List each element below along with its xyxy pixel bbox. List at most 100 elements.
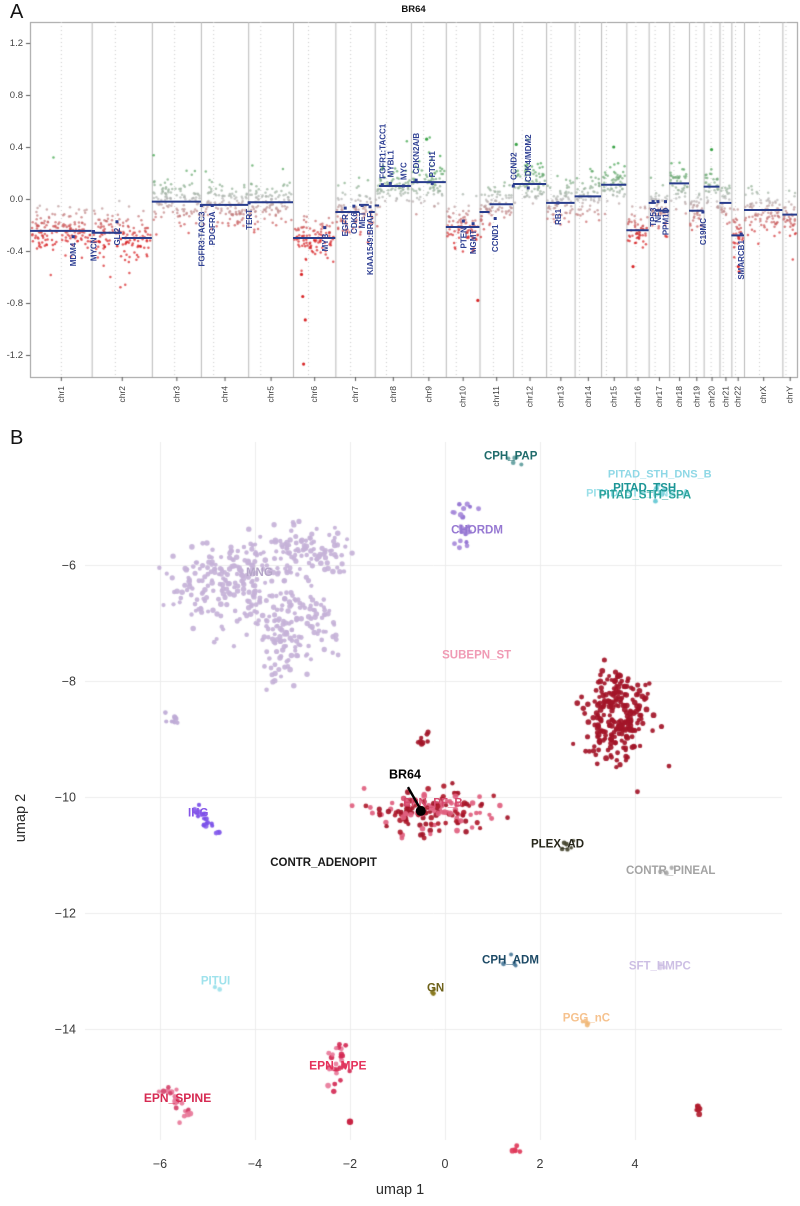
gene-marker [664,200,668,204]
cluster-label: CHORDM [451,524,503,536]
gene-marker [430,181,434,185]
gene-label: PPM1D [662,207,671,235]
cnv-x-tick-label: chr17 [654,386,664,408]
cnv-x-tick-label: chr16 [633,386,643,408]
gene-label: EGFR [341,214,350,236]
annotation-sample-dot [415,805,426,816]
gene-marker [247,201,251,205]
gene-marker [352,204,356,208]
gene-marker [511,184,515,188]
umap-y-tick-label: −12 [55,907,76,921]
gene-marker [461,219,465,223]
cluster-label: EPN_SPINE [144,1091,211,1105]
gene-label: MYB [321,233,330,251]
gene-marker [91,230,95,233]
cluster-label: PITAD_STH_DNS_A [586,487,690,499]
gene-marker [656,200,660,204]
umap-x-tick-label: −6 [153,1157,167,1171]
umap-y-axis-label: umap 2 [13,793,29,843]
cnv-x-tick-label: chr4 [220,386,230,403]
umap-x-tick-label: 2 [537,1157,544,1171]
gene-label: C19MC [699,218,708,245]
cnv-y-tick-label: -1.2 [7,350,23,361]
cnv-x-tick-label: chr15 [609,386,619,408]
annotation-label: BR64 [389,768,421,782]
umap-y-tick-label: −6 [62,559,76,573]
cnv-y-tick-label: 0.4 [10,142,23,153]
cnv-x-tick-label: chrY [785,386,795,404]
cnv-x-tick-label: chr8 [388,386,398,403]
gene-label: CCND2 [509,152,518,180]
cnv-plot-title: BR64 [401,4,426,15]
cluster-label: MNG [246,567,273,579]
gene-marker [701,210,705,214]
cluster-label: PGG_nC [563,1013,610,1025]
cnv-x-tick-label: chr19 [691,386,701,408]
gene-marker [471,222,475,226]
annotation-line [406,786,422,811]
gene-label: KIAA1549:BRAF [366,213,375,275]
cnv-x-tick-label: chr1 [56,386,66,403]
gene-label: CDK4/MDM2 [524,134,533,182]
cnv-x-tick-label: chr10 [458,386,468,408]
cluster-label: PITUI [201,976,230,988]
gene-marker [199,204,203,207]
cnv-y-tick-label: -0.4 [7,246,23,257]
gene-marker [739,232,743,236]
gene-label: MYCN [89,237,98,261]
gene-marker [360,204,364,207]
cluster-label: GN [427,983,444,995]
gene-marker [71,235,75,239]
panel-a-letter: A [10,1,24,23]
cnv-x-tick-label: chr3 [171,386,181,403]
cnv-x-tick-label: chr2 [117,386,127,403]
cnv-x-tick-label: chr11 [491,386,501,407]
umap-x-tick-label: 4 [632,1157,639,1171]
cluster-label: EPN_PF_B [403,798,462,810]
cnv-x-tick-label: chrX [758,386,768,404]
cluster-label: SFT_HMPC [629,960,691,972]
umap-y-tick-label: −14 [55,1023,76,1037]
gene-label: CCND1 [491,224,500,252]
gene-label: TP53 [649,207,658,227]
gene-label: FGFR3:TACC3 [197,211,206,267]
gene-label: SMARCB1 [737,240,746,280]
panel-b-letter: B [10,427,24,449]
gene-marker [210,204,214,207]
gene-marker [368,205,372,209]
cnv-x-tick-label: chr7 [350,386,360,403]
gene-label: NF1 [654,207,663,223]
cnv-y-tick-label: 1.2 [10,38,23,49]
gene-label: MGMT [469,230,478,255]
gene-marker [556,201,560,205]
cluster-label: IHG [188,807,209,819]
gene-marker [323,226,327,230]
gene-label: GLI2 [113,227,122,245]
gene-marker [526,186,530,190]
cluster-label: CPH_PAP [484,451,538,463]
cnv-x-tick-label: chr18 [674,386,684,408]
cluster-label: PITAD_STH_DNS_B [608,469,712,481]
gene-label: TERT [245,209,254,230]
cluster-label: CONTR_ADENOPIT [270,857,377,869]
cnv-x-tick-label: chr21 [720,386,730,408]
gene-marker [414,178,418,182]
gene-marker [493,217,497,220]
cluster-label: SUBEPN_ST [442,650,511,662]
gene-label: FGFR1:TACC1 [378,123,387,179]
cnv-y-tick-label: -0.8 [7,298,23,309]
umap-y-tick-label: −8 [62,675,76,689]
cluster-label: PLEX_AD [531,839,584,851]
cluster-label: CPH_ADM [482,955,539,967]
cnv-x-tick-label: chr14 [583,386,593,408]
cluster-label: PITAD_STH_SPA [599,490,691,502]
gene-label: CDKN2A/B [412,133,421,175]
gene-marker [380,183,384,187]
cluster-label: PITAD_TSH [613,483,676,495]
umap-x-tick-label: 0 [442,1157,449,1171]
gene-marker [343,206,347,210]
umap-x-axis-label: umap 1 [375,1182,425,1198]
gene-marker [651,200,655,204]
